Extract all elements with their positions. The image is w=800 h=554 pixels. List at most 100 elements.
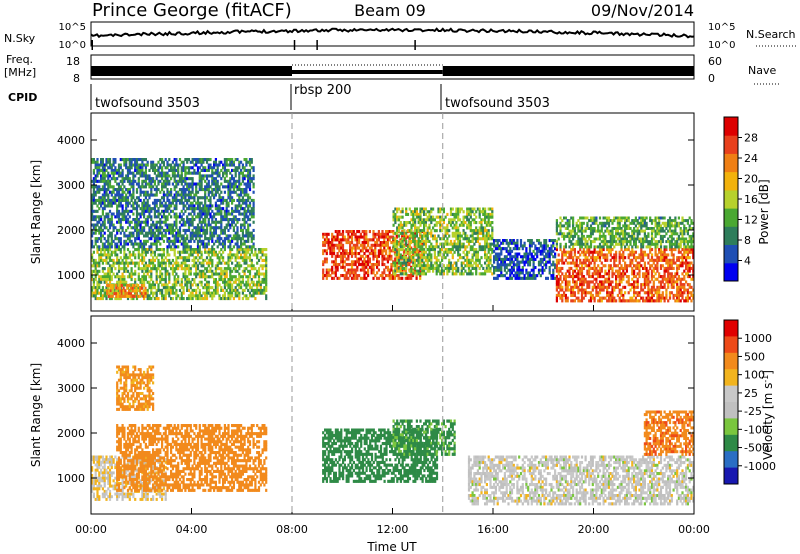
echo-cell [340, 252, 343, 256]
echo-cell [164, 231, 167, 235]
echo-cell [173, 239, 176, 243]
noise-right-label: N.Search [746, 28, 796, 41]
echo-cell [218, 171, 221, 175]
echo-cell [451, 272, 454, 276]
echo-cell [247, 160, 250, 164]
echo-cell [383, 268, 386, 272]
echo-cell [100, 253, 103, 257]
echo-cell [119, 220, 122, 224]
echo-cell [532, 255, 535, 259]
echo-cell [358, 252, 361, 256]
echo-cell [112, 226, 115, 230]
echo-cell [189, 234, 192, 238]
echo-cell [426, 218, 429, 222]
echo-cell [421, 207, 424, 211]
echo-cell [441, 223, 444, 227]
echo-cell [207, 218, 210, 222]
echo-cell [107, 275, 110, 279]
echo-cell [243, 253, 246, 257]
echo-cell [234, 256, 237, 260]
echo-cell [126, 179, 130, 183]
echo-cell [186, 256, 189, 260]
echo-cell [552, 244, 555, 248]
echo-cell [205, 245, 209, 249]
echo-cell [214, 188, 217, 192]
echo-cell [325, 274, 328, 278]
echo-cell [489, 245, 492, 249]
echo-cell [229, 275, 232, 279]
echo-cell [545, 263, 548, 267]
echo-cell [96, 174, 99, 178]
echo-cell [116, 253, 119, 257]
echo-cell [105, 174, 108, 178]
echo-cell [352, 230, 355, 234]
echo-cell [243, 226, 246, 230]
echo-cell [484, 229, 487, 233]
echo-cell [150, 286, 153, 290]
echo-cell [496, 274, 499, 278]
echo-cell [227, 267, 230, 271]
echo-cell [338, 249, 341, 253]
echo-cell [455, 266, 458, 270]
echo-cell [448, 266, 451, 270]
echo-cell [94, 264, 97, 268]
echo-cell [173, 234, 176, 238]
echo-cell [476, 231, 479, 235]
echo-cell [96, 163, 99, 167]
echo-cell [211, 171, 214, 175]
echo-cell [532, 271, 535, 275]
echo-cell [232, 190, 235, 194]
echo-cell [193, 212, 196, 216]
echo-cell [241, 177, 244, 181]
echo-cell [170, 209, 173, 213]
echo-cell [225, 158, 228, 162]
echo-cell [227, 168, 230, 172]
echo-cell [119, 261, 122, 265]
echo-cell [209, 291, 212, 295]
echo-cell [125, 215, 128, 219]
echo-cell [195, 291, 198, 295]
echo-cell [162, 228, 165, 232]
echo-cell [195, 237, 198, 241]
echo-cell [211, 245, 214, 249]
echo-cell [350, 263, 354, 267]
echo-cell [166, 204, 169, 208]
echo-cell [563, 275, 566, 279]
echo-cell [449, 242, 453, 246]
echo-cell [546, 252, 549, 256]
echo-cell [193, 168, 196, 172]
echo-cell [437, 264, 440, 268]
echo-cell [114, 196, 117, 200]
echo-cell [509, 274, 512, 278]
echo-cell [236, 220, 239, 224]
echo-cell [349, 230, 352, 234]
echo-cell [108, 204, 112, 208]
echo-cell [241, 231, 244, 235]
echo-cell [455, 245, 458, 249]
echo-cell [363, 263, 366, 267]
echo-cell [112, 212, 115, 216]
echo-cell [250, 245, 253, 249]
echo-cell [130, 204, 133, 208]
echo-cell [352, 260, 355, 264]
echo-cell [150, 166, 153, 170]
echo-cell [475, 210, 478, 214]
echo-cell [121, 207, 124, 211]
echo-cell [256, 256, 259, 260]
echo-cell [144, 269, 147, 273]
echo-cell [223, 294, 226, 298]
echo-cell [559, 288, 562, 292]
echo-cell [423, 229, 426, 233]
echo-cell [175, 168, 178, 172]
echo-cell [213, 160, 216, 164]
echo-cell [148, 209, 151, 213]
echo-cell [263, 264, 266, 268]
echo-cell [415, 274, 418, 278]
echo-cell [408, 229, 411, 233]
echo-cell [361, 230, 364, 234]
echo-cell [245, 163, 248, 167]
echo-cell [419, 242, 422, 246]
echo-cell [159, 253, 162, 257]
echo-cell [152, 207, 155, 211]
echo-cell [455, 212, 458, 216]
